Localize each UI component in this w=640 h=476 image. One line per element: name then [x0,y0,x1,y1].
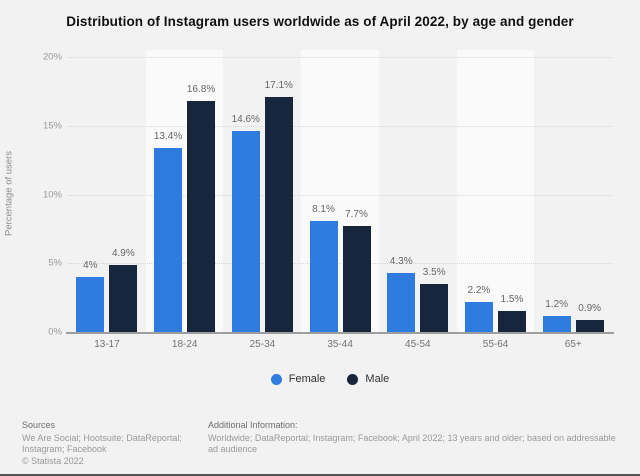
gridline-20 [68,57,612,58]
bar-female-18-24[interactable] [154,147,183,332]
bar-female-65+[interactable] [542,315,571,332]
bar-female-13-17[interactable] [76,277,105,332]
gridline-10 [68,194,612,196]
value-label-female-45-54: 4.3% [389,255,413,267]
value-label-male-25-34: 17.1% [264,79,293,91]
legend-label-female: Female [288,373,326,385]
additional-info-heading: Additional Information: [208,420,298,430]
value-label-female-25-34: 14.6% [231,114,260,126]
x-tick-label-55-64: 55-64 [482,339,509,350]
value-label-male-18-24: 16.8% [186,84,216,95]
bar-male-13-17[interactable] [109,264,138,332]
x-tick-label-45-54: 45-54 [405,339,431,350]
value-label-female-18-24: 13.4% [153,130,183,142]
bar-male-18-24[interactable] [187,101,216,332]
bar-female-25-34[interactable] [231,131,260,332]
value-label-female-65+: 1.2% [545,298,569,310]
bar-male-25-34[interactable] [264,96,293,332]
y-tick-label-5: 5% [48,257,62,269]
additional-info-text: Worldwide; DataReportal; Instagram; Face… [208,432,616,455]
value-label-male-35-44: 7.7% [345,209,368,221]
x-tick-label-13-17: 13-17 [94,339,120,350]
legend-item-male[interactable]: Male [347,373,389,385]
x-tick-label-18-24: 18-24 [171,339,198,350]
bar-male-45-54[interactable] [420,283,449,332]
legend-label-male: Male [365,373,390,385]
value-label-male-13-17: 4.9% [111,247,135,259]
bar-male-55-64[interactable] [497,311,526,332]
x-axis-line [66,332,614,334]
x-tick-label-25-34: 25-34 [249,339,276,350]
x-tick-label-35-44: 35-44 [327,339,353,350]
y-tick-label-15: 15% [42,120,62,132]
sources-heading: Sources [22,420,56,430]
value-label-female-13-17: 4% [83,260,98,271]
sources-line-1: We Are Social; Hootsuite; DataReportal; [22,432,182,443]
x-tick-label-65+: 65+ [564,339,582,350]
gridline-5 [68,263,612,265]
value-label-female-55-64: 2.2% [467,284,491,296]
bar-male-65+[interactable] [575,319,604,332]
bar-male-35-44[interactable] [342,226,371,332]
value-label-male-65+: 0.9% [578,302,602,314]
sources-block: Sources We Are Social; Hootsuite; DataRe… [22,420,197,467]
sources-line-2: Instagram; Facebook [22,444,107,454]
bar-female-55-64[interactable] [464,301,493,332]
legend-swatch-male [347,373,359,385]
value-label-male-45-54: 3.5% [422,266,446,278]
statista-copyright: © Statista 2022 [22,455,84,466]
additional-info-block: Additional Information: Worldwide; DataR… [208,420,622,456]
category-band-55-64 [456,50,535,332]
legend: Female Male [0,373,640,385]
bar-female-35-44[interactable] [309,220,338,332]
value-label-male-55-64: 1.5% [500,294,524,306]
chart-title: Distribution of Instagram users worldwid… [66,14,574,29]
y-tick-label-0: 0% [48,326,62,338]
y-tick-label-20: 20% [42,51,62,63]
value-label-female-35-44: 8.1% [312,203,335,215]
bar-female-45-54[interactable] [387,272,416,332]
legend-swatch-female [270,373,282,385]
legend-item-female[interactable]: Female [270,373,326,385]
category-band-65+ [534,50,612,332]
y-tick-label-10: 10% [42,189,62,200]
gridline-15 [68,125,612,127]
